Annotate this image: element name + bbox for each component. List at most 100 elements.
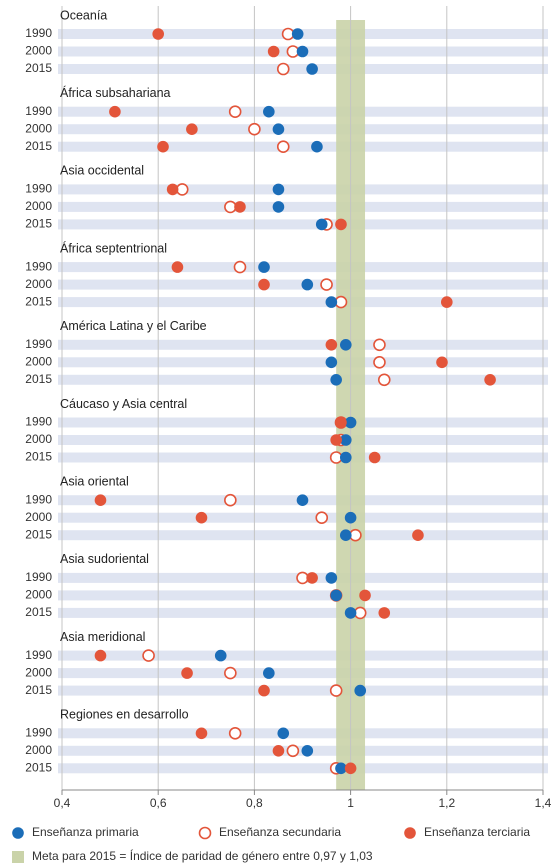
row-stripe bbox=[58, 339, 548, 350]
year-label: 2000 bbox=[25, 665, 52, 679]
row-stripe bbox=[58, 435, 548, 445]
dot bbox=[291, 28, 304, 40]
year-label: 2015 bbox=[25, 372, 52, 386]
legend-label: Enseñanza terciaria bbox=[424, 825, 530, 839]
group-label: Oceanía bbox=[60, 8, 107, 22]
dot bbox=[181, 667, 193, 679]
dot bbox=[344, 762, 357, 775]
dot bbox=[263, 667, 275, 679]
row-stripe bbox=[58, 512, 548, 523]
dot bbox=[301, 278, 314, 291]
x-tick-label: 1,2 bbox=[438, 796, 455, 810]
dot bbox=[142, 649, 155, 662]
dot bbox=[330, 589, 342, 602]
x-tick-label: 0,4 bbox=[54, 796, 71, 810]
dot bbox=[296, 494, 309, 507]
dot bbox=[214, 649, 227, 662]
x-tick-label: 1 bbox=[347, 796, 354, 810]
dot bbox=[339, 529, 352, 541]
dot bbox=[339, 339, 352, 351]
x-tick-label: 0,6 bbox=[150, 796, 167, 810]
dot bbox=[311, 140, 323, 153]
dot bbox=[484, 374, 496, 386]
year-label: 2015 bbox=[25, 527, 52, 541]
year-label: 2015 bbox=[25, 139, 52, 153]
year-label: 2000 bbox=[25, 44, 52, 58]
row-stripe bbox=[58, 219, 548, 230]
dot bbox=[224, 493, 237, 507]
year-label: 1990 bbox=[25, 492, 52, 506]
dot bbox=[234, 201, 246, 213]
year-label: 1990 bbox=[25, 415, 52, 429]
row-stripe bbox=[58, 590, 548, 601]
dot bbox=[258, 684, 270, 697]
x-tick-label: 1,4 bbox=[535, 796, 552, 810]
year-label: 2015 bbox=[25, 450, 52, 464]
dot bbox=[325, 339, 338, 351]
group-label: América Latina y el Caribe bbox=[60, 319, 207, 333]
dot bbox=[412, 529, 424, 541]
year-label: 2000 bbox=[25, 510, 52, 524]
dot bbox=[373, 338, 386, 352]
row-stripe bbox=[58, 124, 548, 135]
dot bbox=[248, 122, 261, 136]
group-label: Asia meridional bbox=[60, 630, 145, 644]
group-label: Asia oriental bbox=[60, 474, 129, 488]
legend-label: Enseñanza primaria bbox=[32, 825, 139, 839]
dot bbox=[378, 607, 391, 619]
year-label: 2000 bbox=[25, 354, 52, 368]
row-stripe bbox=[58, 417, 548, 428]
dot bbox=[325, 572, 338, 584]
dot bbox=[195, 511, 208, 524]
dot bbox=[339, 451, 352, 464]
dot bbox=[272, 745, 285, 757]
dot bbox=[224, 666, 237, 680]
dot bbox=[166, 183, 179, 196]
year-label: 2015 bbox=[25, 605, 52, 619]
row-stripe bbox=[58, 374, 548, 385]
row-stripe bbox=[58, 357, 548, 368]
year-label: 2000 bbox=[25, 588, 52, 602]
year-label: 2015 bbox=[25, 760, 52, 774]
year-label: 2000 bbox=[25, 743, 52, 757]
row-stripe bbox=[58, 184, 548, 195]
row-stripe bbox=[58, 64, 548, 74]
year-label: 1990 bbox=[25, 337, 52, 351]
row-stripe bbox=[58, 607, 548, 618]
year-label: 2000 bbox=[25, 121, 52, 135]
year-label: 2015 bbox=[25, 217, 52, 231]
dot bbox=[258, 278, 270, 291]
dot bbox=[272, 123, 285, 135]
dot bbox=[330, 434, 342, 446]
group-label: África subsahariana bbox=[60, 85, 171, 100]
legend-marker bbox=[404, 827, 416, 839]
row-stripe bbox=[58, 106, 548, 117]
dot bbox=[267, 45, 280, 58]
dot bbox=[286, 744, 300, 758]
dot bbox=[276, 62, 290, 76]
dot bbox=[325, 356, 338, 369]
legend-label: Enseñanza secundaria bbox=[219, 825, 341, 839]
row-stripe bbox=[58, 668, 548, 679]
row-stripe bbox=[58, 530, 548, 541]
dot bbox=[233, 260, 247, 274]
dot bbox=[325, 296, 338, 308]
dot bbox=[359, 589, 371, 602]
year-label: 2000 bbox=[25, 199, 52, 213]
row-stripe bbox=[58, 685, 548, 696]
legend-label: Meta para 2015 = Índice de paridad de gé… bbox=[32, 848, 373, 863]
dot bbox=[301, 745, 314, 757]
dot bbox=[228, 105, 242, 118]
dot bbox=[186, 123, 198, 135]
dot bbox=[171, 261, 184, 273]
year-label: 1990 bbox=[25, 570, 52, 584]
dot bbox=[330, 374, 342, 386]
dot bbox=[306, 572, 318, 584]
dot bbox=[276, 140, 290, 153]
group-label: Cáucaso y Asia central bbox=[60, 397, 187, 411]
dot bbox=[377, 373, 391, 387]
dot bbox=[335, 762, 347, 775]
x-tick-label: 0,8 bbox=[246, 796, 263, 810]
dot bbox=[315, 218, 328, 231]
year-label: 2000 bbox=[25, 432, 52, 446]
